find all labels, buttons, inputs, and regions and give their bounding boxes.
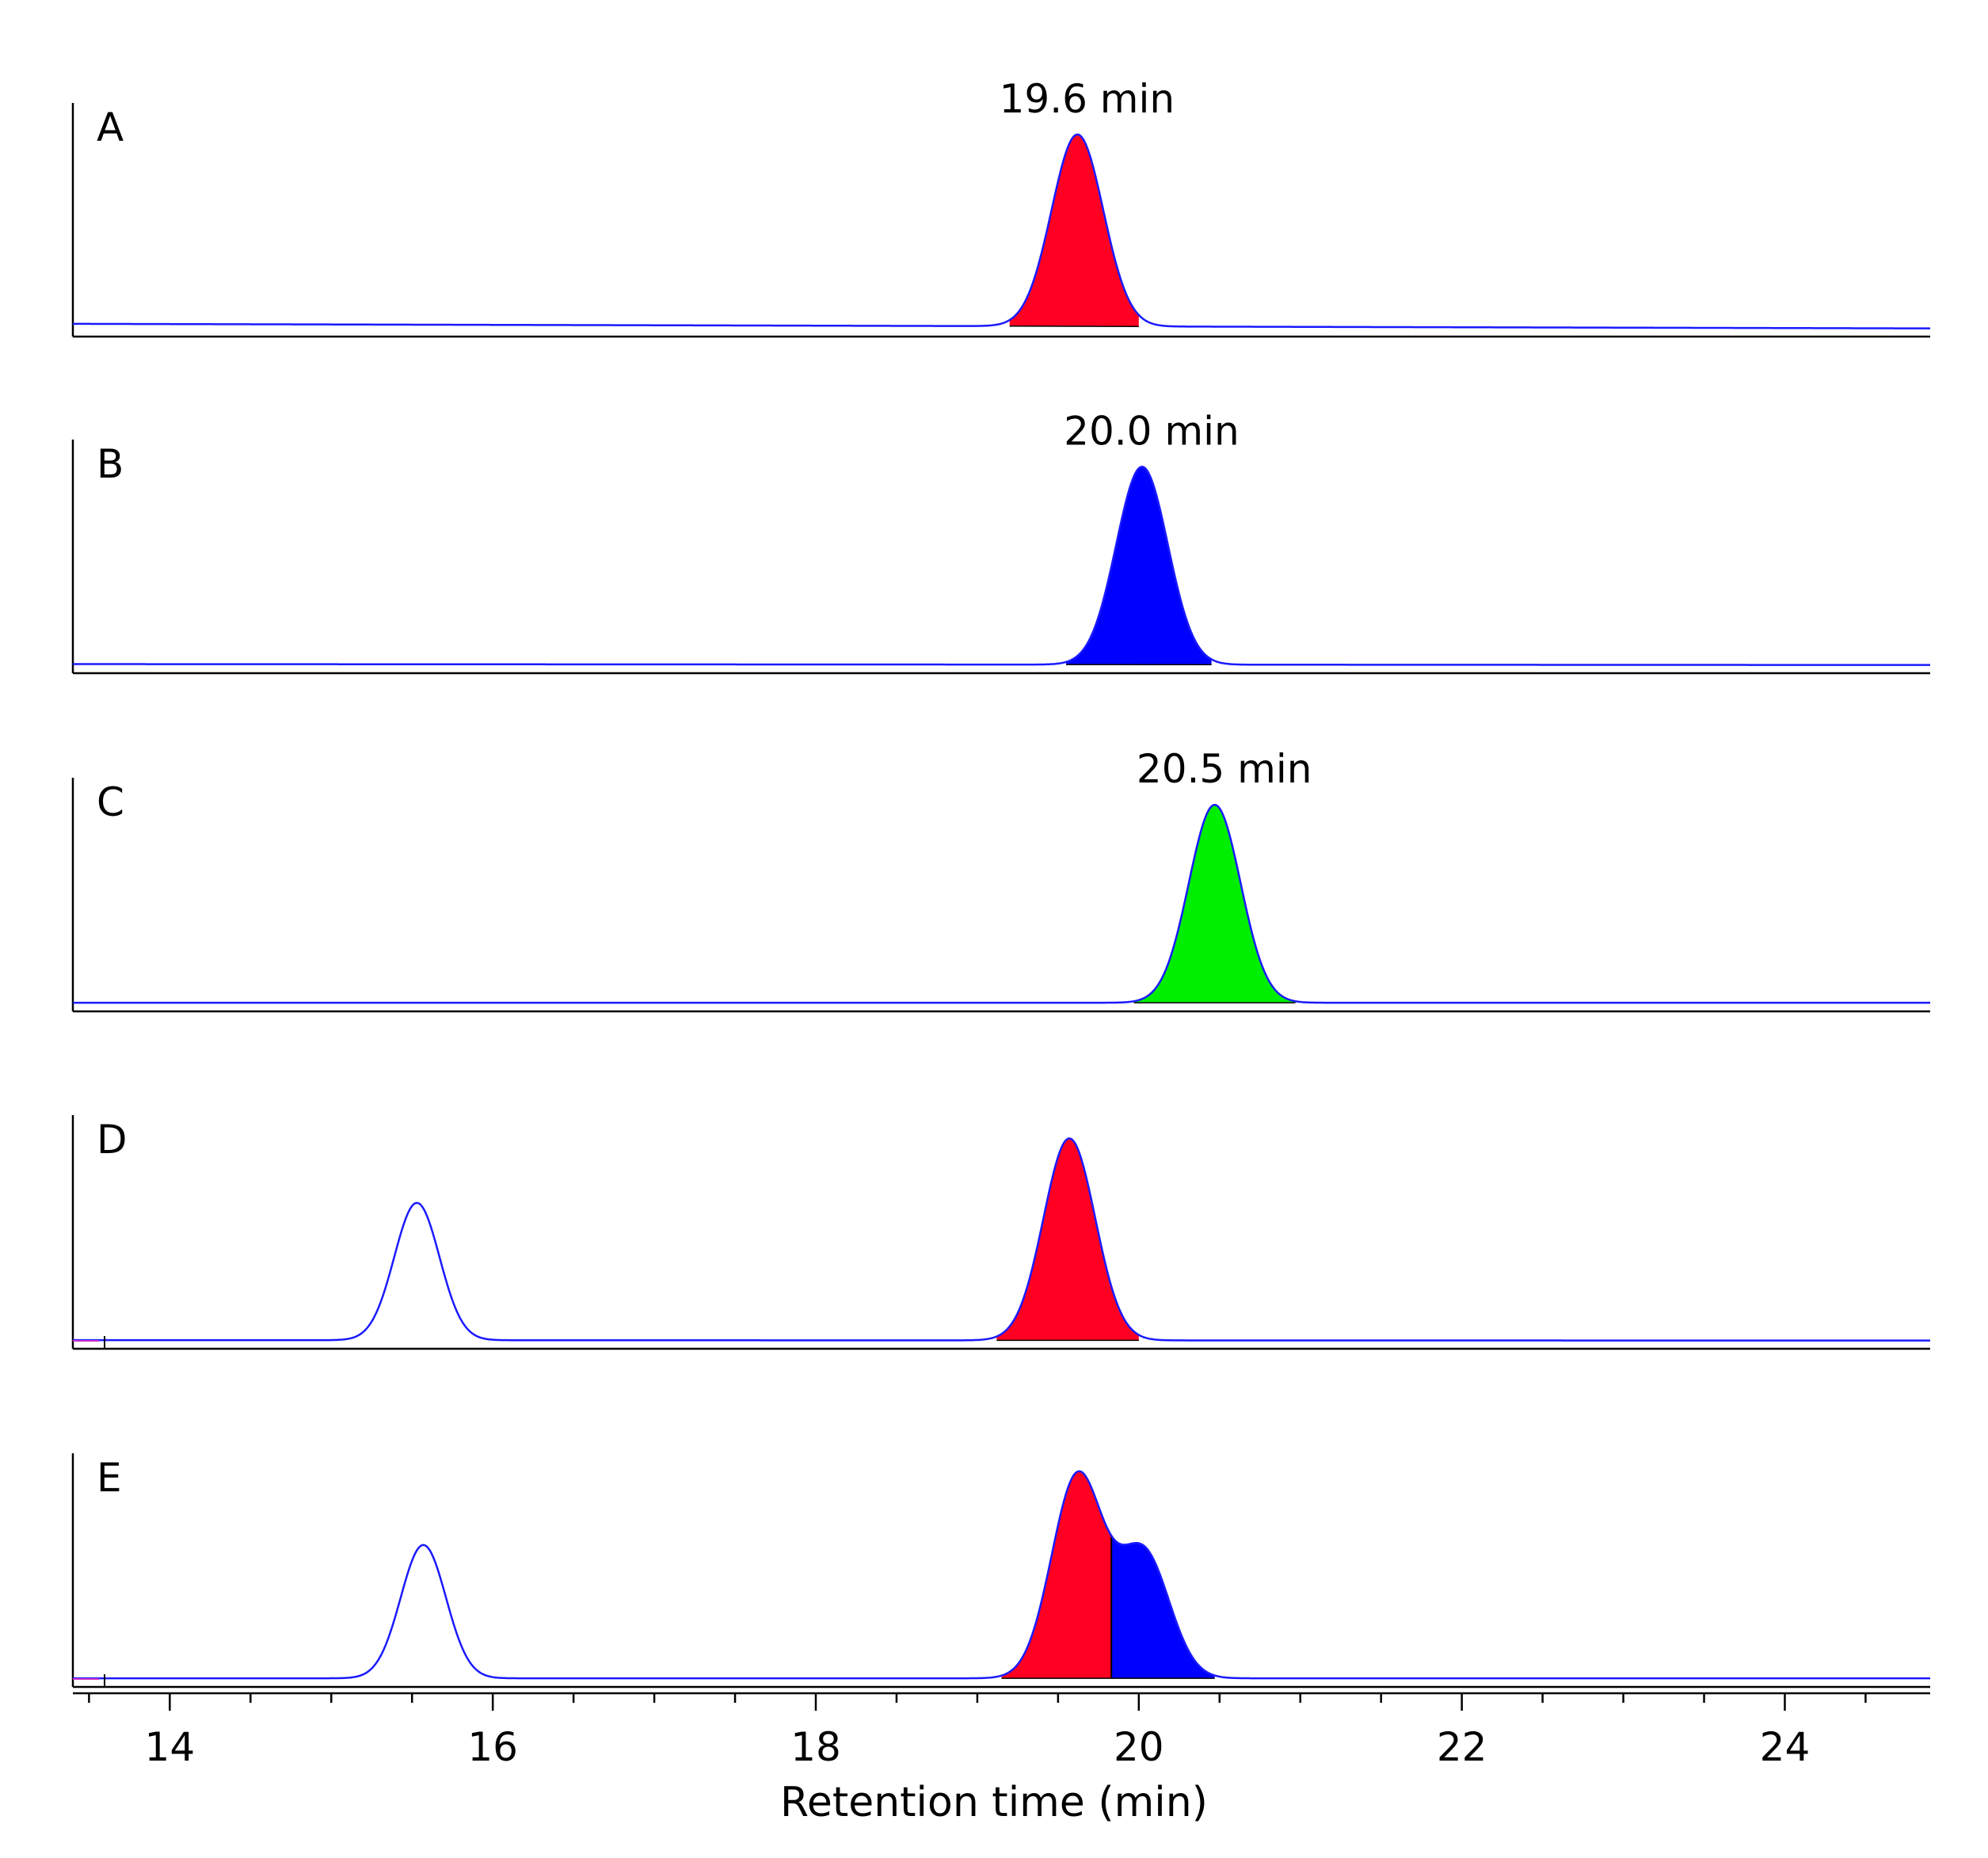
- panel-letter: C: [97, 779, 124, 825]
- chromatogram-trace: [73, 803, 1930, 1004]
- panel-letter: D: [97, 1117, 128, 1163]
- panel-a: A 19.6 min: [71, 76, 1930, 338]
- peak-fill-2: [996, 1138, 1139, 1341]
- panel-b: B 20.0 min: [71, 408, 1930, 675]
- panels: A 19.6 min B 20.0 min C 20.5 min D E: [71, 76, 1930, 1689]
- peak-annotation: 20.0 min: [1064, 408, 1240, 454]
- x-tick-label: 20: [1114, 1724, 1164, 1770]
- x-axis: 14 16 18 20 22 24: [73, 1692, 1930, 1770]
- peak-fill-2: [1001, 1471, 1112, 1679]
- panel-letter: E: [97, 1455, 122, 1501]
- x-tick-label: 18: [790, 1724, 841, 1770]
- chromatogram-trace: [73, 133, 1930, 329]
- x-tick-label: 24: [1760, 1724, 1811, 1770]
- peak-fill-1: [1009, 134, 1139, 327]
- peak-annotation: 20.5 min: [1137, 746, 1312, 792]
- chromatogram-trace: [73, 466, 1930, 666]
- x-tick-label: 22: [1437, 1724, 1487, 1770]
- panel-c: C 20.5 min: [71, 746, 1930, 1013]
- x-axis-title: Retention time (min): [780, 1779, 1208, 1826]
- x-tick-label: 16: [467, 1724, 518, 1770]
- panel-e: E: [71, 1453, 1930, 1689]
- chromatogram-trace: [73, 1137, 1930, 1342]
- x-tick-label: 14: [145, 1724, 196, 1770]
- peak-fill-1: [1133, 805, 1296, 1003]
- chromatogram-trace: [73, 1470, 1930, 1680]
- peak-annotation: 19.6 min: [1000, 76, 1175, 122]
- panel-letter: B: [97, 441, 124, 487]
- panel-letter: A: [97, 105, 124, 150]
- peak-fill-3: [1111, 1535, 1215, 1679]
- panel-d: D: [71, 1115, 1930, 1350]
- peak-fill-1: [1066, 466, 1212, 665]
